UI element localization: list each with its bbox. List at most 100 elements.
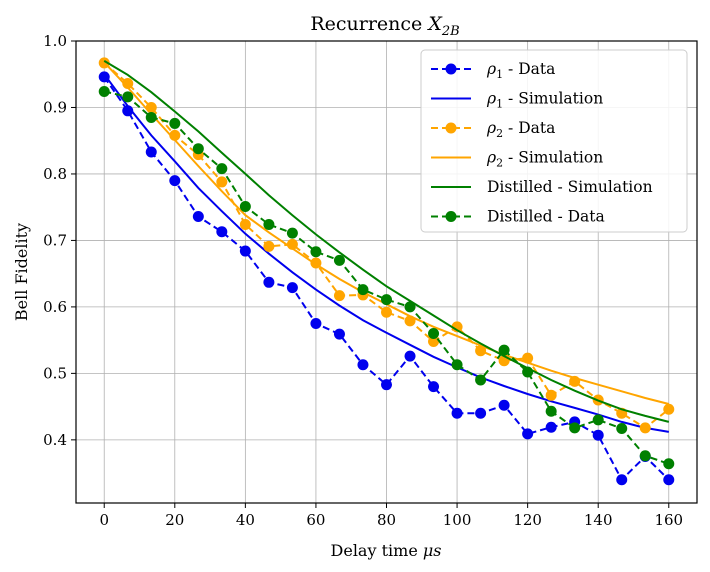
legend-text-rest: - Simulation	[503, 149, 603, 167]
data-point	[357, 359, 369, 371]
data-point	[310, 246, 322, 258]
data-point	[286, 227, 298, 239]
legend-subscript: 1	[496, 68, 503, 81]
legend-label: ρ1 - Simulation	[486, 90, 603, 111]
data-point	[639, 450, 651, 462]
data-point	[310, 318, 322, 330]
data-point	[286, 282, 298, 294]
data-point	[592, 429, 604, 441]
legend-symbol: ρ	[486, 60, 496, 78]
y-tick-label: 0.7	[43, 231, 67, 249]
data-point	[522, 428, 534, 440]
data-point	[545, 421, 557, 433]
data-point	[475, 374, 487, 386]
data-point	[145, 146, 157, 158]
y-tick-label: 0.6	[43, 298, 67, 316]
y-axis-label: Bell Fidelity	[12, 223, 31, 321]
series--1-data	[98, 71, 675, 486]
legend-box	[420, 49, 688, 233]
y-tick-label: 0.5	[43, 364, 67, 382]
legend-text-rest: - Data	[503, 60, 555, 78]
data-point	[498, 344, 510, 356]
x-tick-label: 140	[584, 511, 613, 529]
data-point	[639, 422, 651, 434]
data-point	[169, 175, 181, 187]
data-point	[404, 301, 416, 313]
data-point	[263, 240, 275, 252]
data-point	[98, 86, 110, 98]
legend-subscript: 1	[496, 98, 503, 111]
x-tick-label: 20	[165, 511, 184, 529]
data-point	[122, 78, 134, 90]
y-tick-label: 0.9	[43, 98, 67, 116]
data-point	[263, 276, 275, 288]
data-point	[216, 226, 228, 238]
legend-marker	[445, 63, 457, 75]
ticks: 0 20 40 60 80 100 120 140 160 0.4 0.5 0.6 0.7 0.8 0.9 1…	[43, 32, 683, 529]
x-tick-label: 80	[377, 511, 396, 529]
data-point	[569, 422, 581, 434]
legend-label: ρ2 - Data	[486, 119, 555, 140]
data-point	[428, 327, 440, 339]
legend-symbol: ρ	[486, 149, 496, 167]
data-point	[98, 71, 110, 83]
x-tick-label: 160	[654, 511, 683, 529]
legend-label: Distilled - Data	[487, 208, 605, 226]
data-point	[122, 91, 134, 103]
series-line	[103, 60, 670, 423]
x-tick-label: 100	[443, 511, 472, 529]
data-point	[263, 218, 275, 230]
series-layer	[98, 57, 675, 486]
data-point	[333, 290, 345, 302]
x-tick-label: 0	[99, 511, 109, 529]
legend-text-rest: - Data	[503, 119, 555, 137]
series-distilled-simulation	[103, 60, 670, 423]
data-point	[592, 414, 604, 426]
data-point	[169, 117, 181, 129]
series-line	[103, 73, 669, 433]
data-point	[498, 399, 510, 411]
data-point	[357, 284, 369, 296]
legend-label: ρ1 - Data	[486, 60, 555, 81]
chart-title: Recurrence X2B	[310, 13, 459, 39]
legend-symbol: ρ	[486, 119, 496, 137]
x-tick-label: 60	[306, 511, 325, 529]
legend-symbol: ρ	[486, 90, 496, 108]
data-point	[451, 359, 463, 371]
data-point	[475, 345, 487, 357]
data-point	[333, 328, 345, 340]
y-tick-label: 0.8	[43, 165, 67, 183]
series-distilled-data	[98, 86, 675, 470]
data-point	[333, 254, 345, 266]
data-point	[239, 201, 251, 213]
data-point	[145, 111, 157, 123]
data-point	[522, 366, 534, 378]
data-point	[216, 176, 228, 188]
data-point	[192, 210, 204, 222]
data-point	[616, 474, 628, 486]
data-point	[663, 403, 675, 415]
data-point	[216, 163, 228, 175]
x-tick-label: 40	[236, 511, 255, 529]
data-point	[475, 407, 487, 419]
legend-subscript: 2	[496, 157, 503, 170]
data-point	[451, 407, 463, 419]
data-point	[404, 350, 416, 362]
legend-label: Distilled - Simulation	[487, 178, 653, 196]
data-point	[381, 294, 392, 306]
data-point	[381, 379, 392, 391]
data-point	[145, 101, 157, 113]
legend-text-rest: - Simulation	[503, 90, 603, 108]
data-point	[428, 335, 440, 347]
legend-marker	[445, 122, 457, 134]
series--1-simulation	[103, 73, 669, 433]
x-axis-label: Delay time μs	[331, 541, 442, 560]
legend-label: ρ2 - Simulation	[486, 149, 603, 170]
data-point	[192, 143, 204, 155]
legend-marker	[445, 211, 457, 222]
y-tick-label: 1.0	[43, 32, 67, 50]
data-point	[239, 245, 251, 257]
data-point	[428, 381, 440, 393]
